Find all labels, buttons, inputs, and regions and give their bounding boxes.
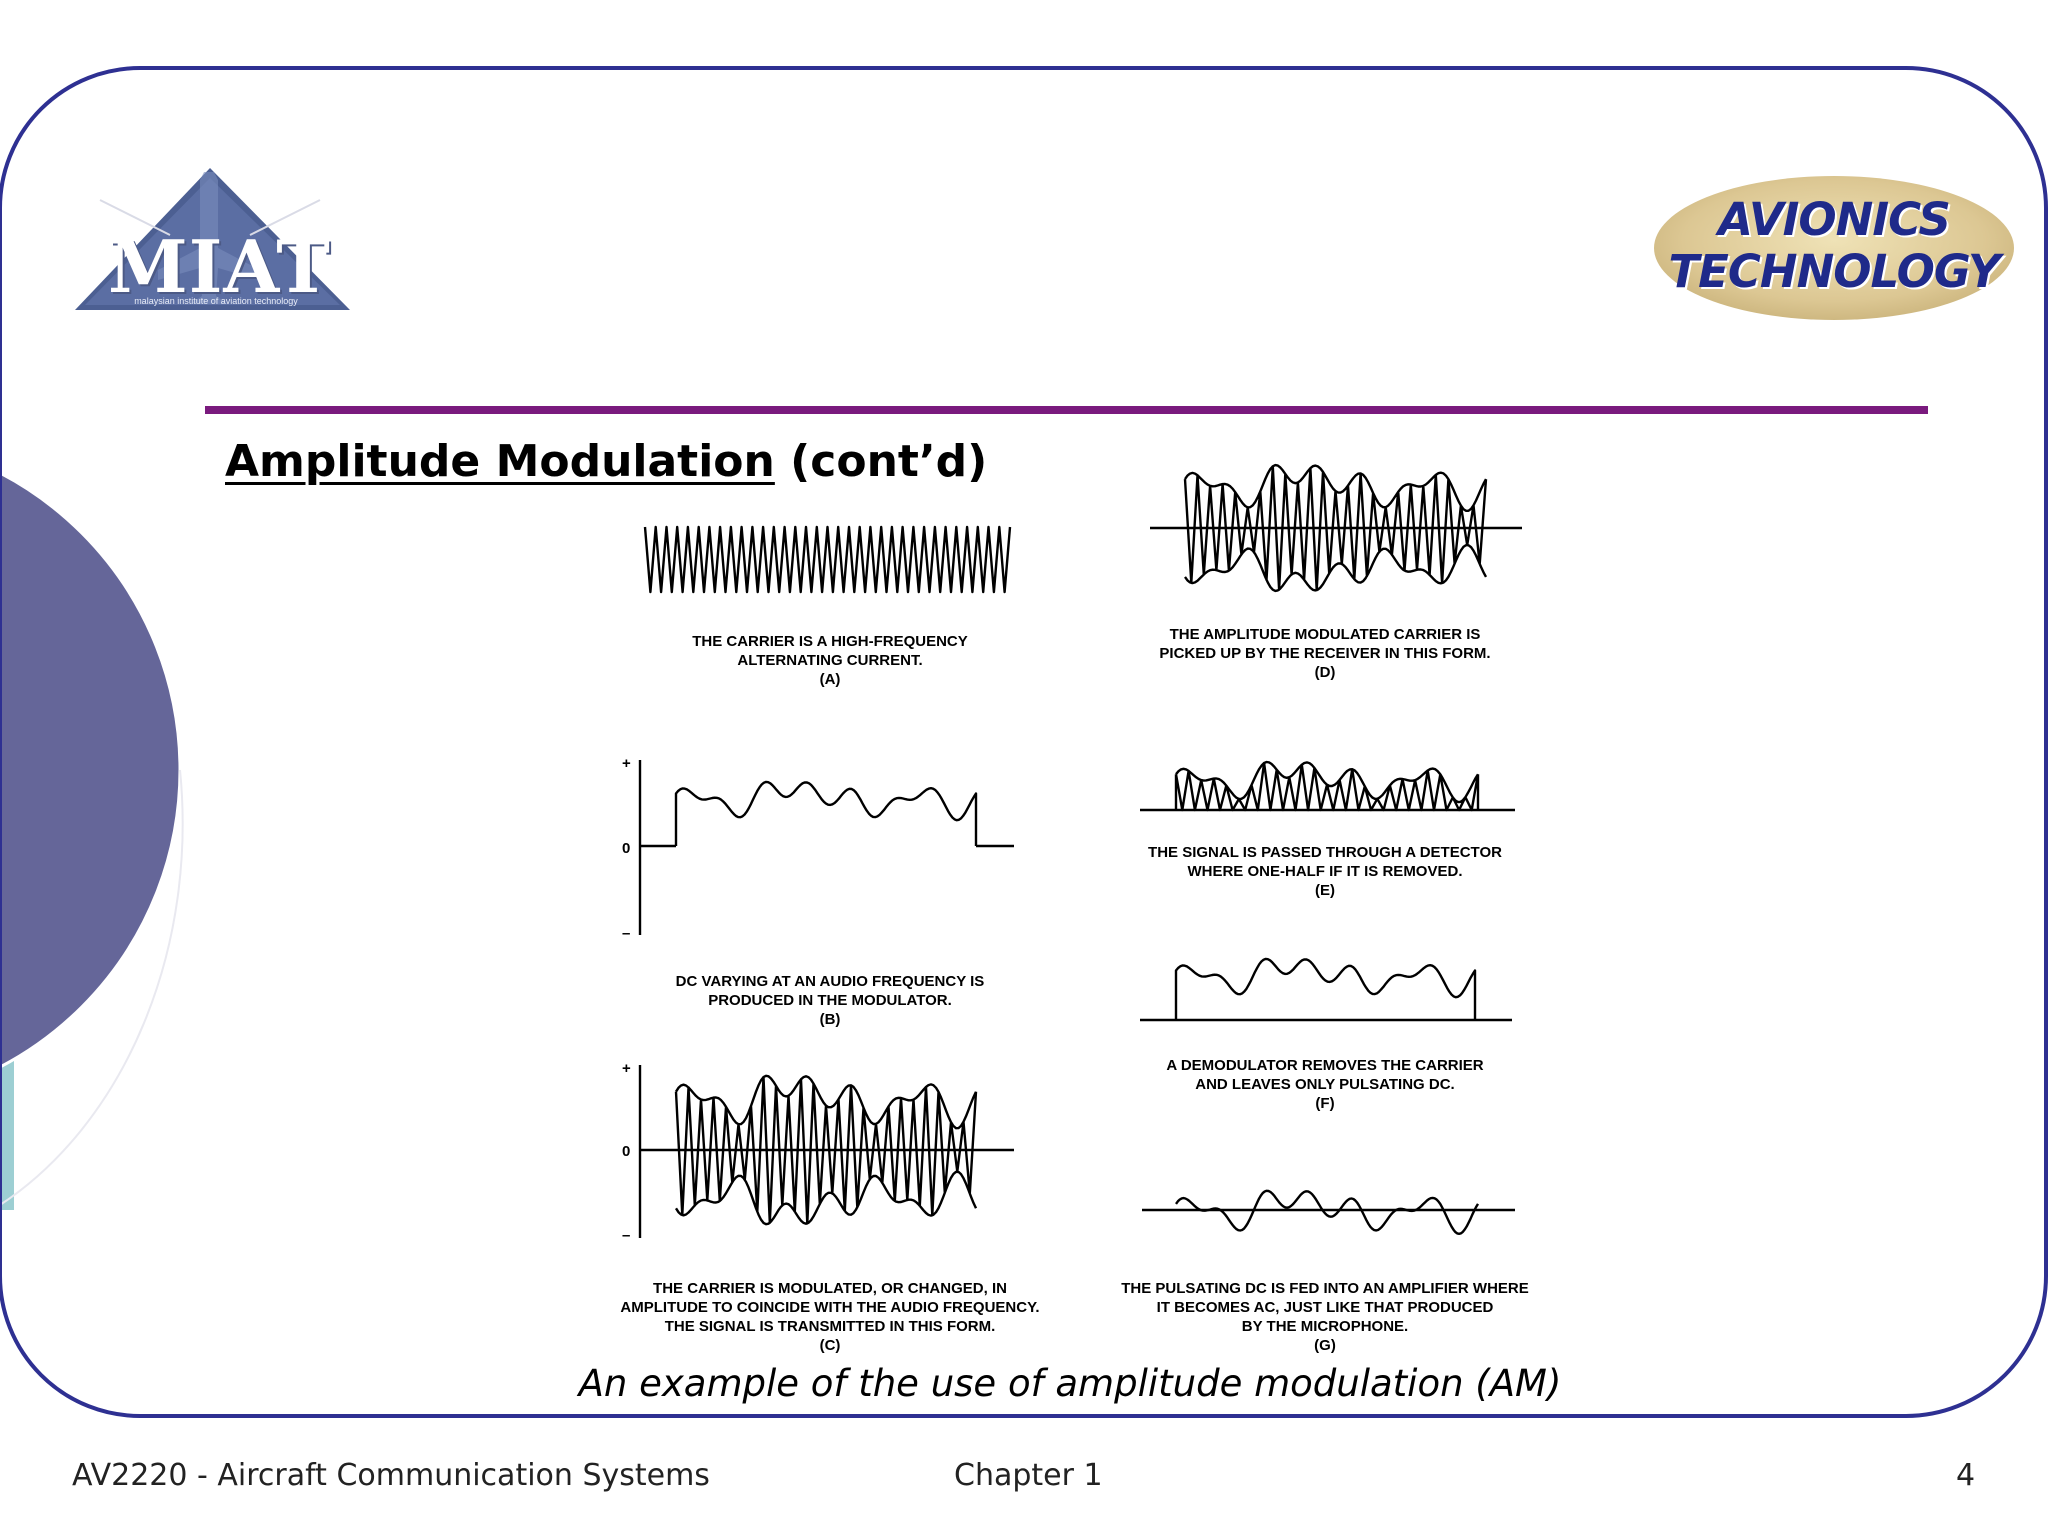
slide-title: Amplitude Modulation (cont’d) [225,436,987,487]
caption-d: THE AMPLITUDE MODULATED CARRIER IS PICKE… [1159,626,1491,681]
waveform-b-pulsating-dc [674,780,978,846]
footer-course: AV2220 - Aircraft Communication Systems [72,1458,710,1493]
caption-c: THE CARRIER IS MODULATED, OR CHANGED, IN… [620,1280,1040,1354]
waveform-d-received-signal [1183,463,1488,593]
logo-subtitle: malaysian institute of aviation technolo… [134,296,298,306]
rounded-frame [0,66,2048,1418]
waveform-g-ac-output [1175,1189,1480,1235]
waveform-f-pulsating-dc [1174,957,1477,1020]
badge-line-1: AVIONICS [1718,193,1951,246]
caption-b: DC VARYING AT AN AUDIO FREQUENCY IS PROD… [675,973,985,1028]
waveform-c-plus-label: + [622,1060,631,1077]
waveform-c-zero-label: 0 [622,1143,630,1160]
waveform-e-detected-signal [1174,760,1480,812]
avionics-technology-badge: AVIONICS TECHNOLOGY [1652,174,2016,322]
waveform-b-minus-label: – [622,925,630,942]
badge-line-2: TECHNOLOGY [1668,245,2000,298]
badge-ellipse [1654,176,2014,320]
waveform-b-plus-label: + [622,755,631,772]
logo-text: MIAT [108,224,331,309]
caption-a: THE CARRIER IS A HIGH-FREQUENCY ALTERNAT… [692,633,968,688]
purple-circle-decoration [0,435,180,1105]
footer-chapter: Chapter 1 [954,1458,1103,1493]
footer-page-number: 4 [1956,1458,1976,1493]
waveform-c-modulated-carrier [674,1074,978,1226]
slide-title-main: Amplitude Modulation [225,436,775,487]
waveform-a-carrier [643,525,1012,594]
waveform-c-minus-label: – [622,1227,630,1244]
caption-e: THE SIGNAL IS PASSED THROUGH A DETECTOR … [1148,844,1502,899]
slide-title-suffix: (cont’d) [774,436,988,487]
caption-f: A DEMODULATOR REMOVES THE CARRIER AND LE… [1166,1057,1484,1112]
caption-g: THE PULSATING DC IS FED INTO AN AMPLIFIE… [1121,1280,1529,1354]
miat-logo-graphic [75,168,350,310]
figure-caption: An example of the use of amplitude modul… [578,1362,1562,1405]
title-rule [205,406,1928,414]
waveform-b-zero-label: 0 [622,840,630,857]
